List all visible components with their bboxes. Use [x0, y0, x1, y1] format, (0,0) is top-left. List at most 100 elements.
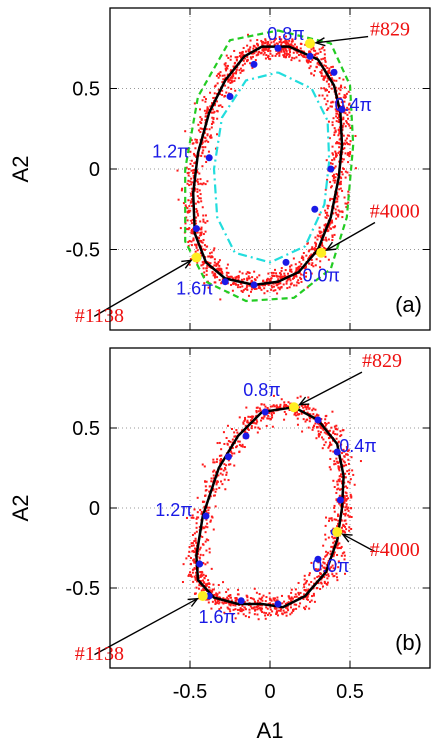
scatter-point	[297, 581, 300, 584]
scatter-point	[296, 281, 299, 284]
scatter-point	[203, 581, 206, 584]
scatter-point	[333, 134, 336, 137]
scatter-point	[334, 101, 337, 104]
scatter-point	[259, 608, 262, 611]
scatter-point	[292, 276, 295, 279]
scatter-point	[332, 567, 335, 570]
scatter-point	[277, 275, 280, 278]
scatter-point	[338, 146, 341, 149]
scatter-point	[223, 74, 226, 77]
scatter-point	[317, 433, 320, 436]
scatter-point	[345, 202, 348, 205]
scatter-point	[189, 192, 192, 195]
scatter-point	[233, 452, 236, 455]
scatter-point	[217, 584, 220, 587]
scatter-point	[193, 575, 196, 578]
scatter-point	[185, 557, 188, 560]
scatter-point	[216, 92, 219, 95]
scatter-point	[192, 169, 195, 172]
scatter-point	[347, 190, 350, 193]
marker-arrow	[299, 371, 363, 406]
scatter-point	[199, 574, 202, 577]
scatter-point	[337, 515, 340, 518]
scatter-point	[221, 93, 224, 96]
scatter-point	[251, 55, 254, 58]
scatter-point	[210, 480, 213, 483]
scatter-point	[194, 219, 197, 222]
scatter-point	[291, 277, 294, 280]
scatter-point	[204, 118, 207, 121]
scatter-point	[228, 602, 231, 605]
scatter-point	[195, 522, 198, 525]
scatter-point	[195, 526, 198, 529]
scatter-point	[192, 152, 195, 155]
scatter-point	[260, 288, 263, 291]
scatter-point	[280, 398, 283, 401]
scatter-point	[196, 580, 199, 583]
scatter-point	[333, 518, 336, 521]
scatter-point	[216, 442, 219, 445]
scatter-point	[219, 104, 222, 107]
scatter-point	[266, 43, 269, 46]
scatter-point	[263, 287, 266, 290]
scatter-point	[328, 445, 331, 448]
scatter-point	[354, 134, 357, 137]
scatter-point	[280, 269, 283, 272]
scatter-point	[307, 396, 310, 399]
scatter-point	[334, 201, 337, 204]
scatter-point	[344, 170, 347, 173]
scatter-point	[348, 526, 351, 529]
scatter-point	[225, 271, 228, 274]
scatter-point	[206, 220, 209, 223]
scatter-point	[255, 50, 258, 53]
scatter-point	[329, 227, 332, 230]
scatter-point	[314, 248, 317, 251]
scatter-point	[273, 43, 276, 46]
scatter-point	[184, 130, 187, 133]
scatter-point	[211, 600, 214, 603]
phase-label: 0.8π	[267, 24, 304, 44]
scatter-point	[331, 545, 334, 548]
scatter-point	[331, 100, 334, 103]
scatter-point	[203, 155, 206, 158]
scatter-point	[333, 233, 336, 236]
scatter-point	[318, 423, 321, 426]
scatter-point	[236, 286, 239, 289]
scatter-point	[342, 168, 345, 171]
scatter-point	[320, 58, 323, 61]
scatter-point	[283, 54, 286, 57]
scatter-point	[319, 266, 322, 269]
scatter-point	[209, 134, 212, 137]
scatter-point	[324, 555, 327, 558]
scatter-point	[271, 414, 274, 417]
scatter-point	[199, 182, 202, 185]
scatter-point	[237, 77, 240, 80]
scatter-point	[343, 86, 346, 89]
scatter-point	[300, 404, 303, 407]
scatter-point	[202, 238, 205, 241]
scatter-point	[231, 452, 234, 455]
scatter-point	[324, 65, 327, 68]
scatter-point	[191, 514, 194, 517]
scatter-point	[345, 453, 348, 456]
scatter-point	[193, 561, 196, 564]
scatter-point	[195, 210, 198, 213]
scatter-point	[190, 139, 193, 142]
scatter-point	[324, 415, 327, 418]
scatter-point	[193, 560, 196, 563]
scatter-point	[335, 200, 338, 203]
scatter-point	[292, 51, 295, 54]
y-tick-label: -0.5	[66, 578, 100, 600]
scatter-point	[328, 137, 331, 140]
scatter-point	[316, 61, 319, 64]
scatter-point	[288, 597, 291, 600]
scatter-point	[192, 568, 195, 571]
scatter-point	[272, 289, 275, 292]
panel-a: 0.8π0.4π1.2π1.6π0.0π#829#4000#11380.50-0…	[8, 7, 431, 331]
scatter-point	[222, 431, 225, 434]
scatter-point	[336, 576, 339, 579]
scatter-point	[232, 72, 235, 75]
scatter-point	[327, 536, 330, 539]
marker-label: #4000	[370, 200, 420, 222]
scatter-point	[295, 274, 298, 277]
